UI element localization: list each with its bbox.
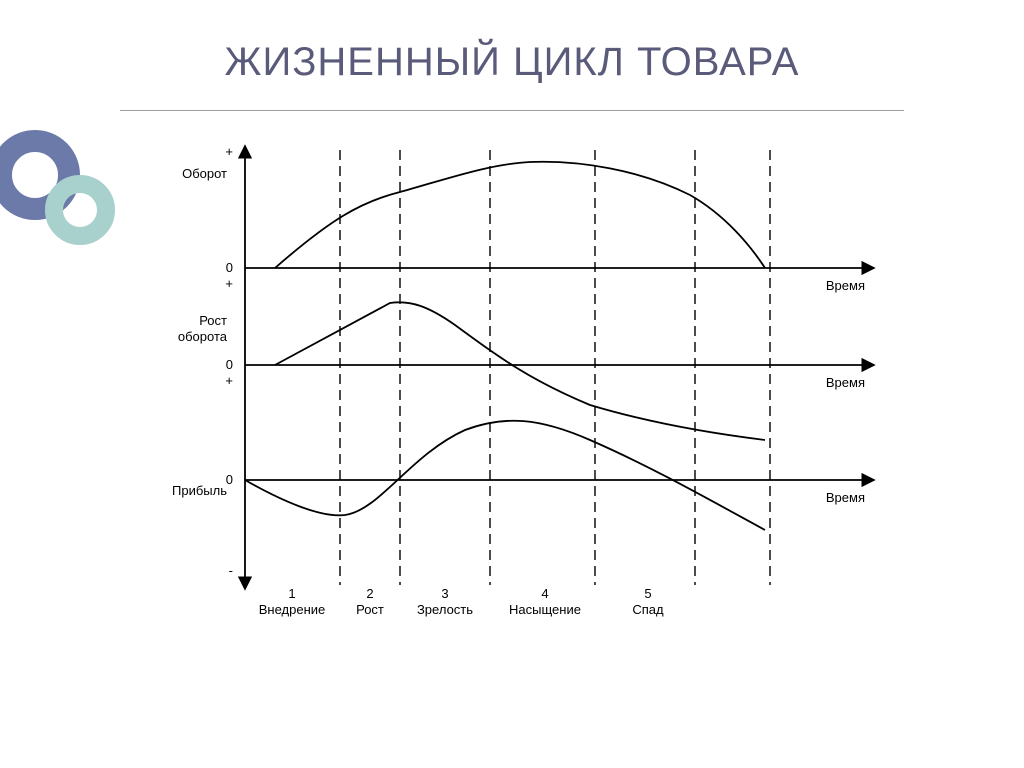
svg-text:Время: Время (826, 375, 865, 390)
svg-text:+: + (225, 373, 233, 388)
svg-text:3: 3 (441, 586, 448, 601)
svg-text:Прибыль: Прибыль (172, 483, 227, 498)
svg-text:2: 2 (366, 586, 373, 601)
svg-text:Время: Время (826, 490, 865, 505)
svg-text:4: 4 (541, 586, 548, 601)
slide: ЖИЗНЕННЫЙ ЦИКЛ ТОВАРА Оборот+0ВремяРосто… (0, 0, 1024, 768)
svg-text:Внедрение: Внедрение (259, 602, 326, 617)
svg-text:оборота: оборота (178, 329, 228, 344)
svg-text:Зрелость: Зрелость (417, 602, 473, 617)
svg-text:0: 0 (226, 260, 233, 275)
slide-title: ЖИЗНЕННЫЙ ЦИКЛ ТОВАРА (0, 40, 1024, 85)
decor-circle-small (45, 175, 115, 245)
svg-text:-: - (229, 563, 233, 578)
svg-text:Время: Время (826, 278, 865, 293)
svg-text:Спад: Спад (632, 602, 664, 617)
chart-area: Оборот+0ВремяРостоборота+0ВремяПрибыль+0… (170, 140, 910, 640)
svg-text:Рост: Рост (199, 313, 227, 328)
title-underline (120, 110, 904, 111)
svg-text:+: + (225, 144, 233, 159)
svg-text:Рост: Рост (356, 602, 384, 617)
svg-text:5: 5 (644, 586, 651, 601)
svg-text:Оборот: Оборот (182, 166, 227, 181)
svg-text:0: 0 (226, 472, 233, 487)
svg-text:Насыщение: Насыщение (509, 602, 581, 617)
svg-text:+: + (225, 276, 233, 291)
svg-text:1: 1 (288, 586, 295, 601)
svg-text:0: 0 (226, 357, 233, 372)
lifecycle-chart: Оборот+0ВремяРостоборота+0ВремяПрибыль+0… (170, 140, 910, 640)
